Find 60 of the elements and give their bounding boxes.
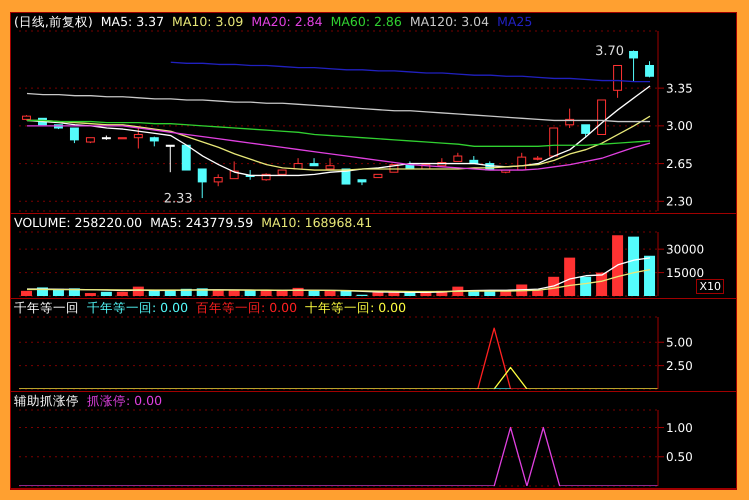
y-tick-label: 1.00 xyxy=(666,420,693,435)
candlestick xyxy=(214,174,223,187)
candlestick xyxy=(198,168,207,199)
bar xyxy=(532,290,544,296)
candlestick xyxy=(645,60,654,78)
y-tick-label: 3.00 xyxy=(666,119,693,134)
candlestick xyxy=(326,158,334,170)
line-series xyxy=(26,125,651,171)
y-tick-label: 2.65 xyxy=(666,156,693,171)
y-tick-label: 3.35 xyxy=(666,81,693,96)
bar xyxy=(276,290,288,296)
candlestick xyxy=(150,136,159,147)
bar xyxy=(212,290,224,296)
bar xyxy=(244,290,256,296)
bar xyxy=(21,290,32,296)
chart-title: (日线,前复权) xyxy=(14,14,93,29)
bar xyxy=(308,290,320,296)
text: 千年等一回: 0.00 xyxy=(87,300,188,315)
text: MA20: 2.84 xyxy=(251,14,323,29)
bar xyxy=(564,258,576,296)
text: MA10: 168968.41 xyxy=(261,215,372,230)
line-series xyxy=(170,62,651,82)
text: MA120: 3.04 xyxy=(410,14,490,29)
chart-title: 千年等一回 xyxy=(14,300,79,315)
text: MA60: 2.86 xyxy=(330,14,402,29)
text: MA10: 3.09 xyxy=(172,14,244,29)
candlestick xyxy=(166,144,175,173)
candlestick xyxy=(629,50,638,82)
text: 抓涨停: 0.00 xyxy=(87,393,162,408)
y-tick-label: 2.50 xyxy=(666,358,693,373)
bar xyxy=(628,236,640,296)
text: X10 xyxy=(696,279,724,294)
y-tick-label: 0.50 xyxy=(666,450,693,464)
chart-title: 辅助抓涨停 xyxy=(14,393,79,408)
annotation: 2.33 xyxy=(164,192,193,207)
bar xyxy=(148,290,160,296)
y-tick-label: 2.30 xyxy=(666,194,693,209)
bar xyxy=(580,276,592,296)
candlestick xyxy=(134,126,143,149)
y-tick-label: 30000 xyxy=(666,242,704,256)
bar xyxy=(116,292,128,296)
bar xyxy=(84,293,96,296)
y-tick-label: 15000 xyxy=(666,266,704,280)
text: MA25 xyxy=(497,14,532,29)
text: MA5: 243779.59 xyxy=(150,215,254,230)
bar xyxy=(612,235,624,296)
line-series xyxy=(26,120,651,147)
bar xyxy=(100,292,112,296)
text: MA5: 3.37 xyxy=(100,14,164,29)
line-series xyxy=(26,268,651,292)
candlestick xyxy=(70,128,79,144)
chart-title: VOLUME: 258220.00 xyxy=(14,215,142,230)
bar xyxy=(644,256,656,296)
text: 十年等一回: 0.00 xyxy=(305,300,406,315)
annotation: 3.70 xyxy=(595,44,624,60)
candlestick xyxy=(581,124,590,138)
y-tick-label: 5.00 xyxy=(666,336,693,350)
bar xyxy=(324,290,336,296)
bar xyxy=(164,290,176,296)
text: 百年等一回: 0.00 xyxy=(196,300,298,315)
